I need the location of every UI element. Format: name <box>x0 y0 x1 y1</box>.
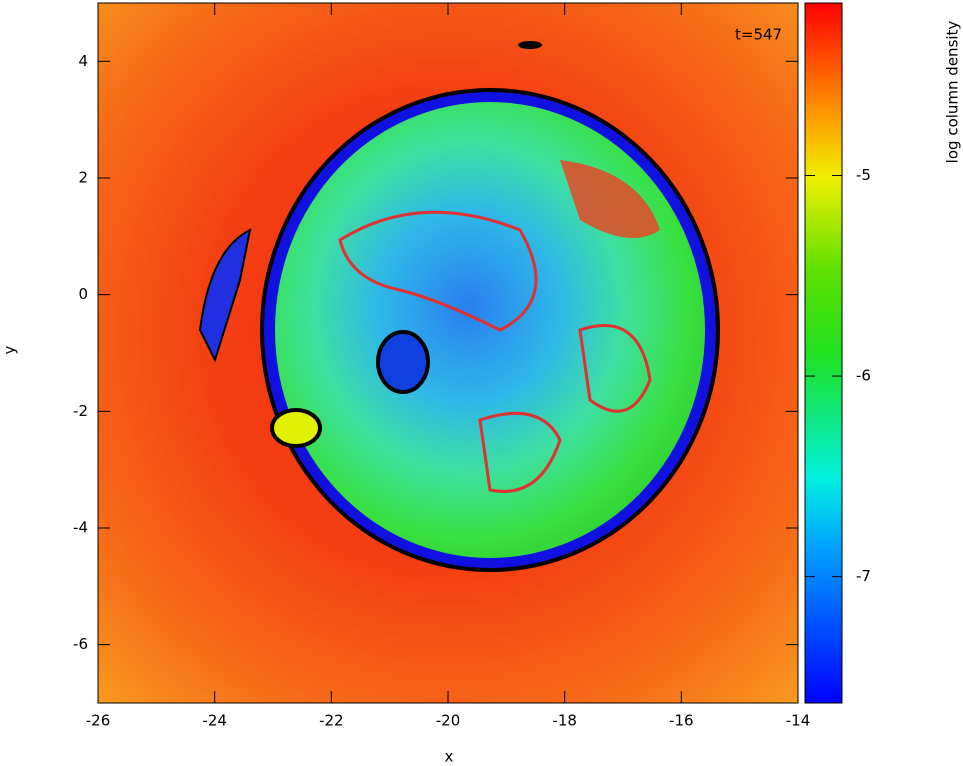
y-axis-label: y <box>1 345 19 354</box>
x-tick-label: -18 <box>552 712 577 730</box>
x-tick-label: -24 <box>202 712 227 730</box>
y-tick-label: -6 <box>73 635 88 653</box>
colorbar-label: log column density <box>944 21 962 164</box>
x-tick-label: -14 <box>786 712 811 730</box>
colorbar-tick-label: -5 <box>856 166 871 184</box>
x-axis-label: x <box>445 748 454 766</box>
y-tick-label: 4 <box>78 52 88 70</box>
colorbar-tick-label: -6 <box>856 367 871 385</box>
y-tick-label: -2 <box>73 402 88 420</box>
x-tick-label: -20 <box>436 712 461 730</box>
x-tick-label: -16 <box>669 712 694 730</box>
rendered-image <box>98 3 798 703</box>
annotation: t=547 <box>735 26 782 44</box>
colorbar <box>804 2 843 704</box>
y-tick-label: 2 <box>78 169 88 187</box>
y-tick-label: 0 <box>78 285 88 303</box>
x-tick-label: -26 <box>86 712 111 730</box>
y-tick-label: -4 <box>73 519 88 537</box>
x-tick-label: -22 <box>319 712 344 730</box>
colorbar-tick-label: -7 <box>856 567 871 585</box>
